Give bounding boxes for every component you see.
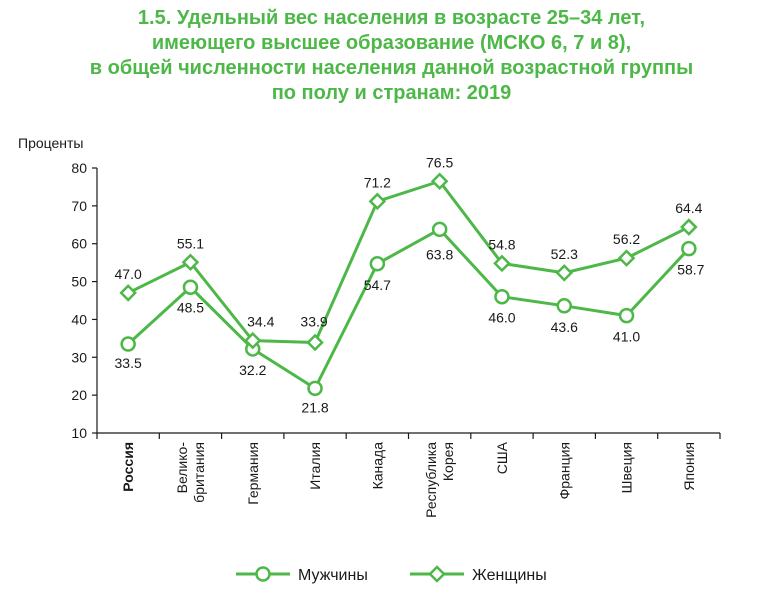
data-label-women: 52.3 (551, 246, 578, 262)
point-marker-circle (556, 298, 572, 314)
category-label: Швеция (619, 442, 635, 493)
category-label-group: Италия (307, 442, 323, 490)
category-label-group: Германия (245, 442, 261, 505)
data-label-women: 56.2 (613, 231, 640, 247)
legend-marker-circle (255, 566, 271, 582)
y-tick-label: 10 (71, 425, 87, 441)
data-label-men: 58.7 (677, 262, 704, 278)
point-marker-circle (307, 380, 323, 397)
category-labels: Россия Велико-британия Германия Италия Канад… (120, 441, 697, 518)
point-marker-diamond (493, 254, 511, 273)
point-marker-circle (618, 307, 635, 324)
data-label-women: 34.4 (247, 314, 274, 330)
point-marker-diamond (555, 264, 574, 282)
point-marker-circle (494, 288, 510, 305)
data-label-men: 43.6 (551, 319, 578, 335)
point-marker-diamond (119, 284, 137, 302)
category-label: Канада (369, 442, 385, 490)
legend-marker-diamond (428, 565, 446, 583)
data-label-women: 54.8 (488, 236, 515, 252)
data-label-women: 47.0 (115, 266, 142, 282)
data-label-men: 46.0 (488, 310, 515, 326)
data-label-women: 33.9 (300, 314, 327, 330)
y-tick-label: 40 (71, 311, 87, 327)
data-label-men: 41.0 (613, 329, 640, 345)
category-label: Италия (307, 442, 323, 490)
data-label-men: 32.2 (239, 362, 266, 378)
data-label-men: 21.8 (301, 399, 328, 415)
title-line-3: в общей численности населения данной воз… (89, 57, 694, 79)
y-tick-label: 70 (71, 198, 87, 214)
category-label-group: Россия (120, 442, 136, 492)
legend-label: Женщины (472, 567, 547, 584)
series-line-1 (127, 227, 690, 390)
y-tick-label: 20 (71, 387, 87, 403)
data-label-women: 76.5 (426, 154, 453, 170)
point-marker-diamond (306, 333, 324, 352)
category-label: Корея (440, 442, 456, 481)
y-tick-label: 80 (71, 160, 87, 176)
title-line-4: по полу и странам: 2019 (271, 82, 512, 104)
point-marker-circle (120, 336, 136, 352)
series-lines (119, 172, 698, 397)
y-axis-label: Проценты (18, 135, 84, 151)
data-label-men: 63.8 (426, 246, 453, 262)
category-label-group: Канада (369, 442, 385, 490)
data-label-men: 48.5 (177, 299, 204, 315)
data-label-men: 54.7 (364, 277, 391, 293)
category-label: Республика (423, 442, 439, 518)
point-marker-diamond (617, 249, 636, 267)
point-marker-circle (369, 256, 386, 272)
category-label: Япония (681, 442, 697, 491)
title-line-2: имеющего высшее образование (МСКО 6, 7 и… (151, 32, 632, 54)
category-label-group: Велико-британия (174, 442, 207, 503)
axes: 10 20 30 40 50 60 70 80 (71, 160, 721, 441)
y-tick-label: 30 (71, 349, 87, 365)
point-marker-circle (431, 221, 448, 238)
category-label-group: Япония (681, 442, 697, 491)
point-marker-circle (182, 279, 199, 295)
data-label-women: 71.2 (364, 174, 391, 190)
y-tick-label: 50 (71, 274, 87, 290)
data-labels: 33.5 48.5 32.2 21.8 54.7 63.8 46.0 43.6 41.0 58.7… (115, 154, 705, 415)
point-marker-diamond (680, 218, 698, 236)
category-label-group: Швеция (619, 442, 635, 493)
category-label-group: США (494, 441, 510, 474)
category-label-group: Республика Корея (423, 442, 456, 518)
point-marker-diamond (243, 331, 262, 350)
title-line-1: 1.5. Удельный вес населения в возрасте 2… (137, 7, 646, 29)
category-label: британия (191, 442, 207, 503)
legend: Мужчины Женщины (236, 565, 547, 584)
category-label: Франция (556, 442, 572, 499)
point-marker-diamond (181, 253, 200, 272)
point-marker-diamond (368, 192, 387, 211)
series-line-2 (127, 179, 690, 345)
point-marker-circle (681, 240, 697, 257)
data-label-women: 64.4 (675, 200, 702, 216)
category-label-group: Франция (556, 442, 572, 499)
y-tick-label: 60 (71, 236, 87, 252)
data-label-women: 55.1 (177, 235, 204, 251)
data-label-men: 33.5 (115, 355, 142, 371)
category-label: Германия (245, 442, 261, 505)
legend-label: Мужчины (298, 567, 368, 584)
category-label: Россия (120, 442, 136, 492)
chart-title: 1.5. Удельный вес населения в возрасте 2… (0, 6, 783, 106)
category-label: Велико- (174, 442, 190, 494)
category-label: США (494, 441, 510, 474)
point-marker-diamond (430, 172, 449, 191)
